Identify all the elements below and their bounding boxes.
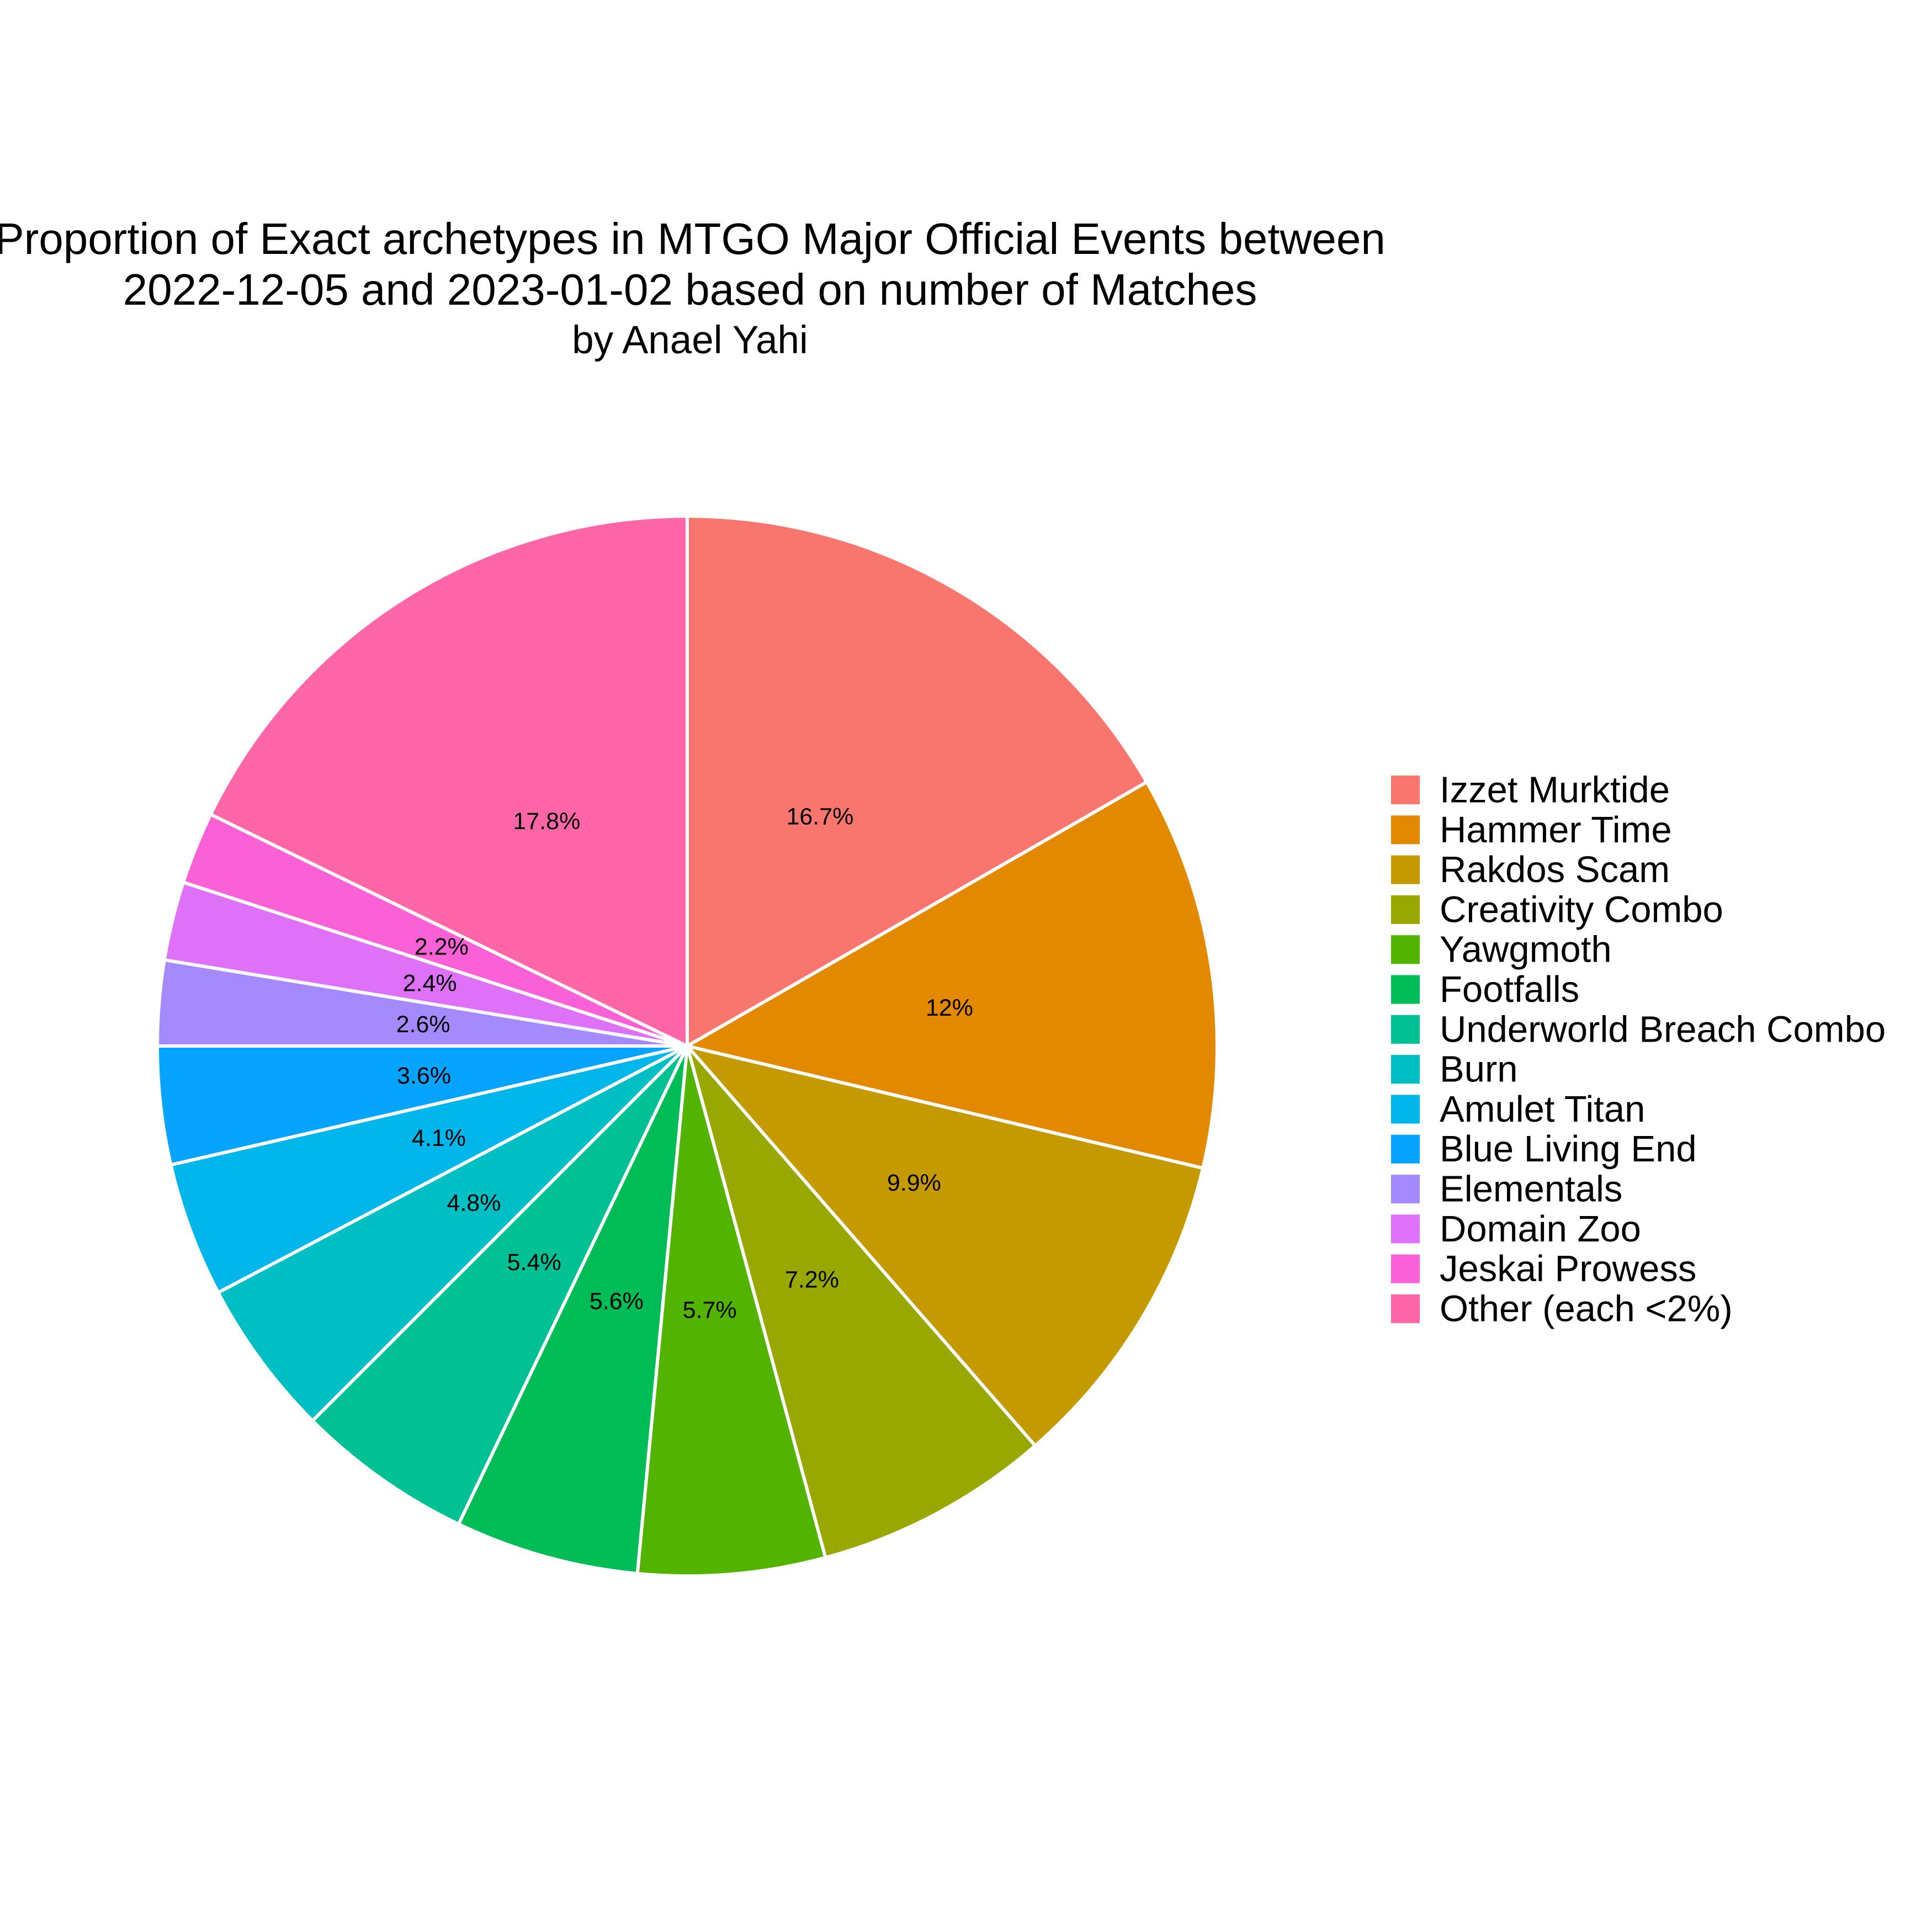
slice-label-blue-living-end: 3.6% [397, 1063, 451, 1089]
legend-item-domain-zoo: Domain Zoo [1391, 1208, 1641, 1250]
slice-label-yawgmoth: 5.7% [683, 1297, 737, 1323]
slice-label-burn: 4.8% [447, 1190, 501, 1217]
legend-label: Hammer Time [1440, 809, 1672, 851]
legend-label: Domain Zoo [1440, 1208, 1641, 1250]
legend-item-elementals: Elementals [1391, 1169, 1622, 1210]
pie-slices [156, 514, 1219, 1578]
slice-label-footfalls: 5.6% [590, 1288, 644, 1315]
legend-item-izzet-murktide: Izzet Murktide [1391, 769, 1670, 811]
legend-label: Burn [1440, 1049, 1518, 1090]
pie-slice-rakdos-scam [686, 1044, 1205, 1448]
legend-swatch [1391, 1175, 1420, 1203]
legend-item-yawgmoth: Yawgmoth [1391, 929, 1612, 970]
legend-swatch [1391, 975, 1420, 1004]
legend-item-hammer-time: Hammer Time [1391, 809, 1672, 851]
legend-label: Izzet Murktide [1440, 769, 1670, 811]
pie-slice-izzet-murktide [686, 514, 1149, 1048]
slice-label-jeskai-prowess: 2.2% [415, 934, 469, 960]
slice-label-hammer-time: 12% [926, 995, 973, 1021]
legend-label: Creativity Combo [1440, 889, 1723, 930]
legend-label: Underworld Breach Combo [1440, 1009, 1886, 1050]
legend-swatch [1391, 1095, 1420, 1124]
legend-swatch [1391, 1055, 1420, 1084]
legend-swatch [1391, 1015, 1420, 1044]
slice-label-domain-zoo: 2.4% [403, 970, 457, 996]
chart-subtitle: by Anael Yahi [572, 319, 808, 362]
pie-slice-amulet-titan [169, 1044, 689, 1294]
slice-label-underworld-breach-combo: 5.4% [507, 1249, 561, 1276]
slice-label-elementals: 2.6% [396, 1011, 450, 1038]
legend-item-burn: Burn [1391, 1049, 1518, 1090]
legend-swatch [1391, 1294, 1420, 1323]
pie-slice-hammer-time [686, 780, 1219, 1170]
legend-label: Elementals [1440, 1169, 1622, 1210]
legend-item-amulet-titan: Amulet Titan [1391, 1089, 1645, 1130]
legend-label: Amulet Titan [1440, 1089, 1645, 1130]
legend-item-other-each-2: Other (each <2%) [1391, 1288, 1733, 1329]
legend-label: Other (each <2%) [1440, 1288, 1733, 1329]
legend-swatch [1391, 1214, 1420, 1244]
legend-label: Blue Living End [1440, 1128, 1697, 1170]
pie-slice-footfalls [457, 1044, 689, 1575]
legend-item-blue-living-end: Blue Living End [1391, 1128, 1697, 1170]
legend-swatch [1391, 1134, 1420, 1164]
legend-item-jeskai-prowess: Jeskai Prowess [1391, 1248, 1696, 1289]
pie-slice-blue-living-end [156, 1044, 689, 1167]
pie-slice-burn [216, 1044, 689, 1423]
legend-item-underworld-breach-combo: Underworld Breach Combo [1391, 1009, 1886, 1050]
legend-label: Rakdos Scam [1440, 849, 1670, 890]
pie-slice-yawgmoth [635, 1044, 827, 1578]
legend-swatch [1391, 895, 1420, 924]
legend-label: Footfalls [1440, 969, 1579, 1010]
chart-title-line-2: 2022-12-05 and 2023-01-02 based on numbe… [123, 265, 1257, 314]
legend-swatch [1391, 776, 1420, 804]
legend-item-creativity-combo: Creativity Combo [1391, 889, 1723, 930]
legend-swatch [1391, 815, 1420, 845]
legend-item-rakdos-scam: Rakdos Scam [1391, 849, 1670, 890]
slice-label-other-each-2: 17.8% [513, 808, 580, 835]
chart-title-line-1: Proportion of Exact archetypes in MTGO M… [0, 214, 1386, 263]
pie-slice-labels: 16.7% 12% 9.9% 7.2% 5.7% 5.6% 5.4% 4.8% 4.1% 3.6%… [396, 804, 973, 1324]
slice-label-izzet-murktide: 16.7% [786, 804, 853, 830]
slice-label-creativity-combo: 7.2% [785, 1267, 839, 1293]
legend-label: Jeskai Prowess [1440, 1248, 1696, 1289]
legend-item-footfalls: Footfalls [1391, 969, 1579, 1010]
slice-label-amulet-titan: 4.1% [412, 1125, 466, 1151]
legend-swatch [1391, 855, 1420, 884]
pie-slice-underworld-breach-combo [311, 1044, 689, 1526]
legend-label: Yawgmoth [1440, 929, 1612, 970]
slice-label-rakdos-scam: 9.9% [887, 1170, 941, 1196]
legend-swatch [1391, 1254, 1420, 1283]
legend-swatch [1391, 935, 1420, 964]
pie-slice-other-each-2 [209, 514, 689, 1048]
chart-title: Proportion of Exact archetypes in MTGO M… [0, 214, 1386, 362]
pie-slice-creativity-combo [686, 1044, 1037, 1559]
